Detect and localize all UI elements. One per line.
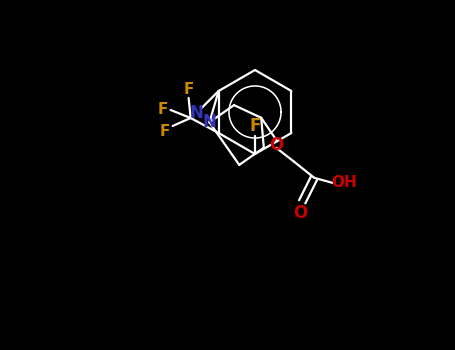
Text: F: F (157, 103, 168, 118)
Text: F: F (159, 125, 170, 140)
Text: N: N (202, 113, 217, 131)
Text: N: N (190, 104, 203, 122)
Text: F: F (249, 117, 261, 135)
Text: OH: OH (331, 175, 357, 190)
Text: F: F (183, 83, 194, 98)
Text: O: O (269, 136, 283, 154)
Text: O: O (293, 204, 307, 222)
